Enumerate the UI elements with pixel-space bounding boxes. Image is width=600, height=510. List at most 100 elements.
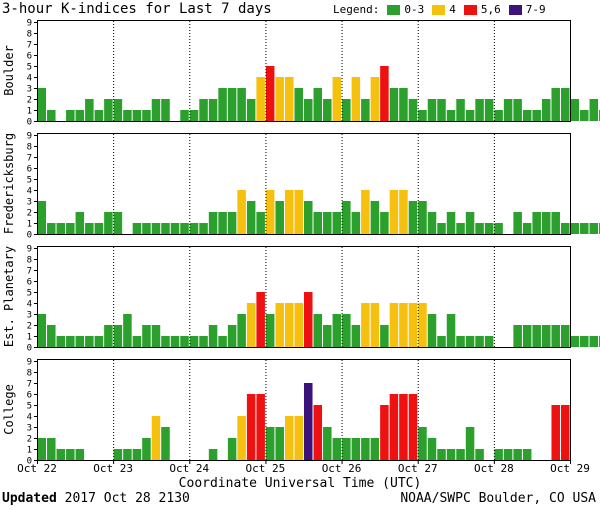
y-tick-label: 7 <box>27 41 32 51</box>
k-index-bar <box>75 212 85 234</box>
y-tick-label: 3 <box>27 311 32 321</box>
k-index-bar <box>151 99 161 121</box>
k-index-bar <box>361 99 370 121</box>
y-tick-label: 9 <box>27 132 32 142</box>
panel-frame <box>37 20 571 122</box>
k-index-bar <box>218 88 227 121</box>
y-tick-label: 4 <box>27 187 32 197</box>
y-tick-label: 8 <box>27 369 32 379</box>
k-index-bar <box>75 336 85 347</box>
k-index-bar <box>275 303 284 347</box>
legend-item-label: 4 <box>449 3 456 16</box>
y-tick-label: 0 <box>27 457 32 467</box>
k-index-bar <box>132 223 142 234</box>
k-index-bar <box>265 427 275 460</box>
k-index-bar <box>513 99 522 121</box>
y-tick-label: 1 <box>27 333 32 343</box>
k-index-bar <box>323 427 332 460</box>
k-index-bar <box>161 427 170 460</box>
k-index-bar <box>265 66 275 121</box>
k-index-bar <box>437 99 446 121</box>
k-index-bar <box>180 110 189 121</box>
k-index-bar <box>208 99 218 121</box>
y-tick-label: 3 <box>27 424 32 434</box>
k-index-bar <box>332 438 342 460</box>
k-index-bar <box>189 336 199 347</box>
k-index-bar <box>294 416 303 460</box>
k-index-bar <box>437 223 446 234</box>
k-index-bar <box>418 303 427 347</box>
k-index-bar <box>94 110 104 121</box>
y-tick-label: 5 <box>27 63 32 73</box>
k-index-bar <box>484 336 494 347</box>
k-index-bar <box>304 201 313 234</box>
k-index-bar <box>570 99 580 121</box>
k-index-bar <box>37 201 47 234</box>
k-index-bar <box>380 212 389 234</box>
k-index-bar <box>446 212 456 234</box>
k-index-bar <box>465 336 475 347</box>
k-index-bar <box>446 449 456 460</box>
k-index-bar <box>408 303 418 347</box>
k-index-bar <box>522 449 532 460</box>
legend-item-label: 5,6 <box>480 3 501 16</box>
k-index-bar <box>446 314 456 347</box>
k-index-bar <box>313 314 323 347</box>
k-index-bar <box>503 449 513 460</box>
k-index-bar <box>256 292 265 347</box>
k-index-bar <box>551 325 560 347</box>
k-index-bar <box>47 325 56 347</box>
y-tick-label: 6 <box>27 52 32 62</box>
k-index-bar <box>104 99 113 121</box>
k-index-bar <box>66 449 75 460</box>
y-tick-label: 4 <box>27 74 32 84</box>
k-index-bar <box>56 336 66 347</box>
k-index-bar <box>132 110 142 121</box>
legend-swatch-green <box>387 4 401 15</box>
legend-item-5-6: 5,6 <box>463 3 501 16</box>
k-index-bar <box>151 416 161 460</box>
y-tick-label: 4 <box>27 413 32 423</box>
x-tick-label: Oct 29 <box>550 462 590 475</box>
y-tick-label: 9 <box>27 358 32 368</box>
k-index-bar <box>456 449 465 460</box>
k-index-bar <box>66 223 75 234</box>
x-tick-label: Oct 24 <box>169 462 209 475</box>
x-tick-label: Oct 28 <box>474 462 514 475</box>
k-index-bar <box>284 416 294 460</box>
panel-frame <box>37 246 571 348</box>
k-index-bar <box>465 427 475 460</box>
k-index-bar <box>180 223 189 234</box>
k-index-bar <box>513 325 522 347</box>
y-tick-label: 9 <box>27 19 32 29</box>
k-index-bar <box>332 314 342 347</box>
k-index-bar <box>37 88 47 121</box>
k-index-bar <box>342 314 351 347</box>
legend-label: Legend: <box>333 3 380 16</box>
k-index-bar <box>570 223 580 234</box>
updated-label: Updated <box>2 491 57 506</box>
k-index-bar <box>123 449 132 460</box>
k-index-bar <box>427 438 437 460</box>
k-index-bar <box>66 110 75 121</box>
k-index-bar <box>256 77 265 121</box>
k-index-bar <box>304 99 313 121</box>
k-index-bar <box>389 190 399 234</box>
k-index-bar <box>427 99 437 121</box>
k-index-bar <box>399 394 408 460</box>
updated-value: 2017 Oct 28 2130 <box>64 491 190 506</box>
k-index-bar <box>408 201 418 234</box>
y-tick-label: 0 <box>27 118 32 128</box>
k-index-bar <box>399 190 408 234</box>
k-index-bar <box>123 110 132 121</box>
k-index-bar <box>380 66 389 121</box>
y-tick-label: 1 <box>27 107 32 117</box>
k-index-bar <box>503 99 513 121</box>
x-tick-label: Oct 22 <box>17 462 57 475</box>
k-index-bar <box>494 110 503 121</box>
k-index-bar <box>589 99 599 121</box>
k-index-bar <box>408 394 418 460</box>
k-index-bar <box>351 325 361 347</box>
legend-swatch-yellow <box>432 4 446 15</box>
k-index-bar <box>294 303 303 347</box>
